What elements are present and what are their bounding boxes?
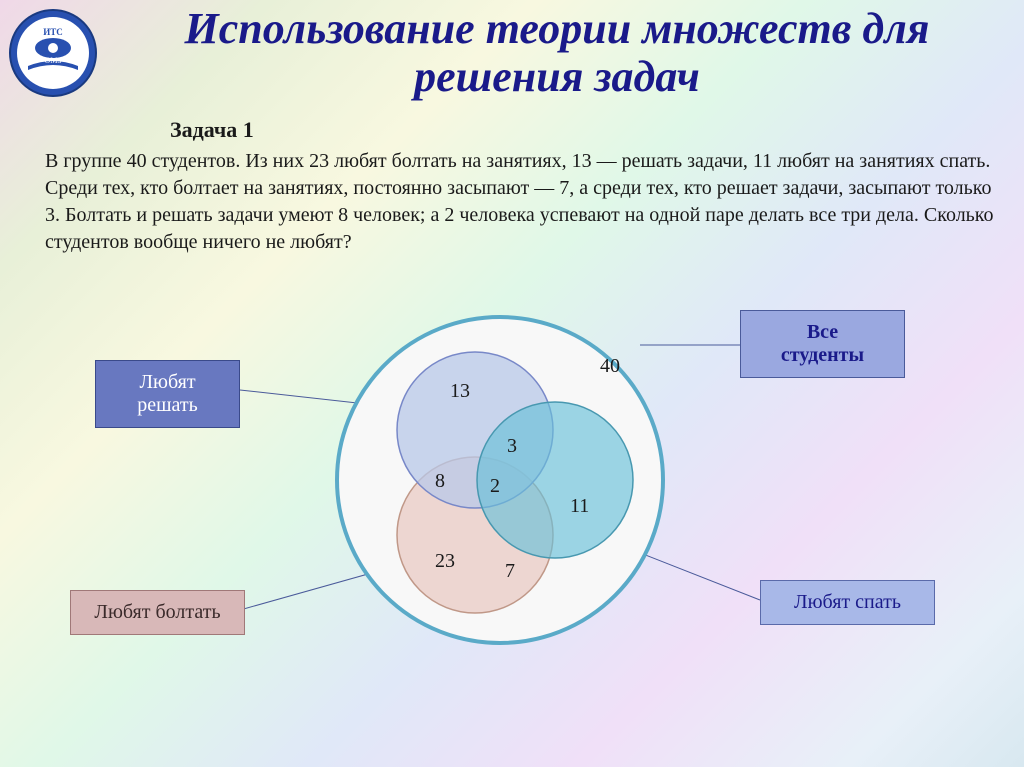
num-2: 2	[490, 475, 500, 498]
label-sleep: Любят спать	[760, 580, 935, 625]
num-40: 40	[600, 355, 620, 378]
num-13: 13	[450, 380, 470, 403]
problem-text: В группе 40 студентов. Из них 23 любят б…	[0, 148, 1024, 256]
circle-sleep	[477, 402, 633, 558]
venn-diagram: 40 13 3 8 2 11 23 7 Все студенты Любят р…	[0, 300, 1024, 767]
num-7: 7	[505, 560, 515, 583]
svg-text:ОМЗ: ОМЗ	[45, 56, 62, 65]
svg-text:ИТС: ИТС	[43, 27, 63, 37]
problem-subtitle: Задача 1	[0, 112, 1024, 148]
num-8: 8	[435, 470, 445, 493]
label-all-students: Все студенты	[740, 310, 905, 378]
page-title: Использование теории множеств для решени…	[0, 0, 1024, 112]
label-talk: Любят болтать	[70, 590, 245, 635]
num-11: 11	[570, 495, 589, 518]
num-3: 3	[507, 435, 517, 458]
num-23: 23	[435, 550, 455, 573]
logo: ИТС ОМЗ	[8, 8, 98, 98]
label-solve: Любят решать	[95, 360, 240, 428]
